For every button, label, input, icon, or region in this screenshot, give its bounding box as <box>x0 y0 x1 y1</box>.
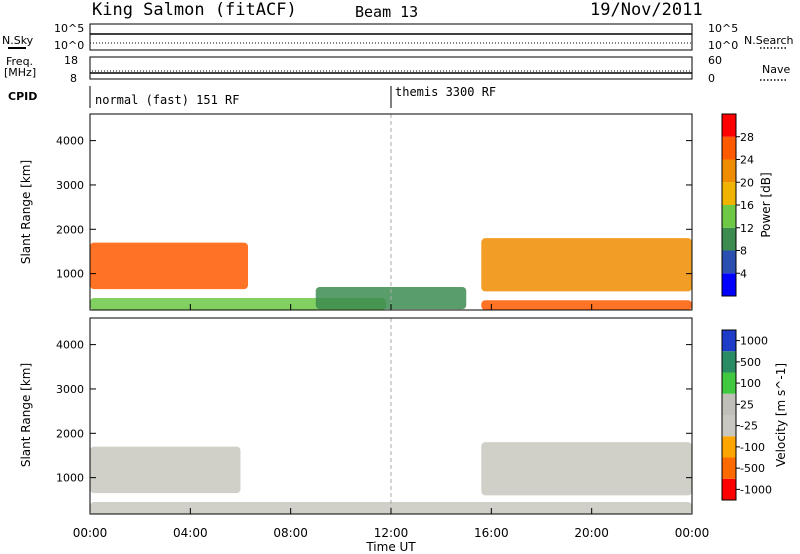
freq-panel: Freq. [MHz] 18 8 60 0 Nave <box>4 54 790 85</box>
x-tick-label: 12:00 <box>374 526 409 540</box>
power-ylabel: Slant Range [km] <box>19 160 33 264</box>
velocity-colorbar-swatch <box>722 436 736 458</box>
power-data-regions <box>90 238 692 310</box>
power-colorbar-swatch <box>722 250 736 274</box>
y-tick-label: 4000 <box>56 339 84 352</box>
power-colorbar-swatch <box>722 273 736 296</box>
date-title: 19/Nov/2011 <box>590 0 703 20</box>
data-region <box>90 242 249 290</box>
velocity-colorbar-tick: 25 <box>740 398 754 411</box>
y-tick-label: 2000 <box>56 223 84 236</box>
velocity-colorbar-tick: 500 <box>740 356 761 369</box>
power-colorbar-tick: 4 <box>740 267 747 280</box>
y-tick-label: 4000 <box>56 135 84 148</box>
nave-label: Nave <box>762 63 790 76</box>
freq-unit-label: [MHz] <box>4 66 36 79</box>
velocity-colorbar-tick: 1000 <box>740 335 768 348</box>
velocity-colorbar-tick: -100 <box>740 441 765 454</box>
power-colorbar-swatch <box>722 159 736 183</box>
nsky-panel: N.Sky 10^5 10^0 10^5 10^0 N.Search <box>2 22 794 52</box>
nsearch-tick-bottom: 10^0 <box>708 39 738 52</box>
power-cbar-label: Power [dB] <box>759 172 773 237</box>
x-ticks: 00:00 04:00 08:00 12:00 16:00 20:00 00:00 <box>73 304 710 540</box>
nsky-tick-top: 10^5 <box>54 22 84 35</box>
velocity-colorbar-tick: 100 <box>740 377 761 390</box>
power-colorbar-swatch <box>722 136 736 160</box>
power-colorbar-tick: 12 <box>740 222 754 235</box>
x-tick-label: 20:00 <box>574 526 609 540</box>
y-tick-label: 2000 <box>56 427 84 440</box>
x-tick-label: 08:00 <box>273 526 308 540</box>
velocity-y-ticks: 4000 3000 2000 1000 <box>56 339 692 485</box>
velocity-panel: 4000 3000 2000 1000 Slant Range [km] 1000 50… <box>19 304 788 554</box>
x-tick-label: 04:00 <box>173 526 208 540</box>
power-colorbar-tick: 16 <box>740 199 754 212</box>
nsearch-tick-top: 10^5 <box>708 22 738 35</box>
x-axis-label: Time UT <box>365 540 416 554</box>
power-colorbar-swatch <box>722 114 736 137</box>
velocity-colorbar: 1000 500 100 25 -25 -100 -500 -1000 <box>721 329 772 501</box>
data-region <box>90 298 386 310</box>
nave-tick-bottom: 0 <box>708 72 715 85</box>
power-colorbar-swatch <box>722 182 736 205</box>
nave-tick-top: 60 <box>708 54 722 67</box>
station-title: King Salmon (fitACF) <box>92 0 297 20</box>
cpid-mode-normal: normal (fast) 151 RF <box>95 93 240 107</box>
velocity-colorbar-swatch <box>722 478 736 500</box>
x-tick-label: 00:00 <box>73 526 108 540</box>
velocity-colorbar-swatch <box>722 351 736 373</box>
cpid-panel: CPID normal (fast) 151 RF themis 3300 RF <box>8 85 496 108</box>
data-region <box>481 442 692 496</box>
y-tick-label: 1000 <box>56 268 84 281</box>
nsky-label: N.Sky <box>2 34 34 47</box>
velocity-colorbar-swatch <box>722 415 736 437</box>
velocity-colorbar-swatch <box>722 393 736 415</box>
velocity-colorbar-tick: -1000 <box>740 483 772 496</box>
power-colorbar-tick: 20 <box>740 176 754 189</box>
velocity-colorbar-tick: -500 <box>740 462 765 475</box>
power-colorbar-swatch <box>722 227 736 251</box>
velocity-cbar-label: Velocity [m s^-1] <box>774 363 788 467</box>
data-region <box>90 446 241 494</box>
nsky-tick-bottom: 10^0 <box>54 39 84 52</box>
power-colorbar-tick: 24 <box>740 154 754 167</box>
y-tick-label: 1000 <box>56 472 84 485</box>
power-colorbar-swatch <box>722 205 736 228</box>
velocity-colorbar-swatch <box>722 330 736 352</box>
y-tick-label: 3000 <box>56 383 84 396</box>
power-panel: 4000 3000 2000 1000 Slant Range [km] 28 24 20… <box>19 113 773 311</box>
cpid-mode-themis: themis 3300 RF <box>395 85 496 99</box>
power-colorbar-tick: 28 <box>740 131 754 144</box>
power-y-ticks: 4000 3000 2000 1000 <box>56 135 692 281</box>
x-tick-label: 16:00 <box>474 526 509 540</box>
power-colorbar-tick: 8 <box>740 245 747 258</box>
y-tick-label: 3000 <box>56 179 84 192</box>
power-colorbar: 28 24 20 16 12 8 4 <box>721 113 754 297</box>
velocity-data-regions <box>90 442 692 514</box>
velocity-colorbar-swatch <box>722 457 736 479</box>
x-tick-label: 00:00 <box>675 526 710 540</box>
data-region <box>481 238 692 292</box>
cpid-label: CPID <box>8 90 37 103</box>
freq-tick-bottom: 8 <box>70 72 77 85</box>
data-region <box>481 300 692 310</box>
velocity-colorbar-tick: -25 <box>740 420 758 433</box>
velocity-ylabel: Slant Range [km] <box>19 363 33 467</box>
nsearch-label: N.Search <box>744 34 794 47</box>
freq-tick-top: 18 <box>64 54 78 67</box>
beam-title: Beam 13 <box>355 3 418 21</box>
freq-label: Freq. <box>6 55 33 68</box>
velocity-colorbar-swatch <box>722 372 736 394</box>
